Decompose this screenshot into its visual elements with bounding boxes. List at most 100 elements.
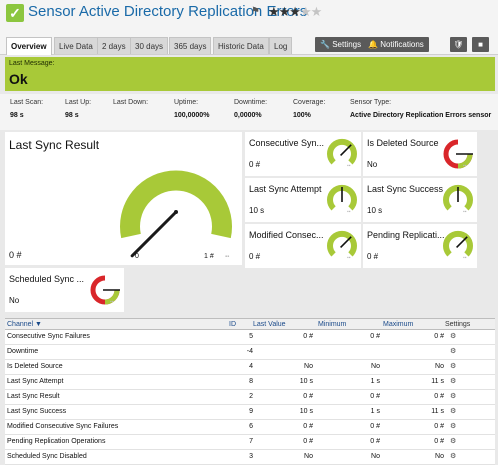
minimum-cell: 0 # xyxy=(370,423,380,430)
table-row[interactable]: Last Sync Attempt 8 10 s 1 s 11 s ⚙ xyxy=(5,375,495,390)
tab-bar: Overview Live Data 2 days 30 days 365 da… xyxy=(0,33,498,55)
gauge-panel-scheduled-sync[interactable]: Scheduled Sync ... No ▪▪ xyxy=(5,268,124,312)
minimum-cell: 1 s xyxy=(370,408,380,415)
gauge-options-icon[interactable]: ▪▪ xyxy=(110,299,114,305)
gauge-ok-arc xyxy=(104,289,120,305)
col-last-value[interactable]: Last Value xyxy=(253,321,286,328)
mini-gauge-dial xyxy=(443,230,473,257)
channel-settings-icon[interactable]: ⚙ xyxy=(450,363,457,370)
col-id[interactable]: ID xyxy=(229,321,236,328)
maximum-cell: 0 # xyxy=(434,333,444,340)
tab-365-days[interactable]: 365 days xyxy=(169,37,212,54)
gauge-options-icon[interactable]: ▪▪ xyxy=(463,163,467,169)
notifications-button[interactable]: 🔔 Notifications xyxy=(363,37,429,52)
sensor-name[interactable]: Active Directory Replication Errors xyxy=(78,3,308,20)
channel-cell: Last Sync Result xyxy=(7,393,60,400)
channel-settings-icon[interactable]: ⚙ xyxy=(450,378,457,385)
gauge-value: 0 # xyxy=(367,252,379,261)
table-row[interactable]: Modified Consecutive Sync Failures 6 0 # 0 … xyxy=(5,420,495,435)
tab-2-days[interactable]: 2 days xyxy=(97,37,131,54)
gauge-options-icon[interactable]: ▪▪ xyxy=(225,254,230,260)
gauge-min-label: 0 xyxy=(135,253,139,260)
channel-cell: Last Sync Attempt xyxy=(7,378,64,385)
info-key: Uptime: xyxy=(174,99,199,106)
table-row[interactable]: Consecutive Sync Failures 5 0 # 0 # 0 # ⚙ xyxy=(5,330,495,345)
gauge-value: No xyxy=(9,296,20,305)
gauge-title: Last Sync Success xyxy=(367,184,444,194)
channel-cell: Scheduled Sync Disabled xyxy=(7,453,87,460)
id-cell: 2 xyxy=(249,393,253,400)
gauge-value: 10 s xyxy=(249,206,265,215)
gauge-title: Scheduled Sync ... xyxy=(9,274,85,284)
gauge-title: Last Sync Result xyxy=(9,138,100,152)
settings-button[interactable]: 🔧 Settings xyxy=(315,37,367,52)
col-channel[interactable]: Channel ▼ xyxy=(7,321,42,328)
table-row[interactable]: Last Sync Result 2 0 # 0 # 0 # ⚙ xyxy=(5,390,495,405)
tab-overview[interactable]: Overview xyxy=(6,37,52,55)
channel-settings-icon[interactable]: ⚙ xyxy=(450,453,457,460)
bell-icon: 🔔 xyxy=(368,40,378,49)
page-title: Sensor Active Directory Replication Erro… xyxy=(28,3,307,20)
table-row[interactable]: Scheduled Sync Disabled 3 No No No ⚙ xyxy=(5,450,495,465)
gauge-needle xyxy=(456,236,468,248)
gauge-pivot xyxy=(174,210,178,214)
table-row[interactable]: Last Sync Success 9 10 s 1 s 11 s ⚙ xyxy=(5,405,495,420)
gauge-title: Pending Replicati... xyxy=(367,230,445,240)
gauge-panel-consecutive-sync[interactable]: Consecutive Syn... 0 # ▪▪ xyxy=(245,132,361,176)
tab-live-data[interactable]: Live Data xyxy=(54,37,98,54)
table-row[interactable]: Is Deleted Source 4 No No No ⚙ xyxy=(5,360,495,375)
last-value-cell: 0 # xyxy=(303,438,313,445)
info-value: Active Directory Replication Errors sens… xyxy=(350,112,492,119)
gauge-panel-last-sync-success[interactable]: Last Sync Success 10 s ▪▪ xyxy=(363,178,477,222)
channel-settings-icon[interactable]: ⚙ xyxy=(450,348,457,355)
table-row[interactable]: Pending Replication Operations 7 0 # 0 # 0 #… xyxy=(5,435,495,450)
tab-log[interactable]: Log xyxy=(269,37,293,54)
info-key: Sensor Type: xyxy=(350,99,392,106)
maximum-cell: 0 # xyxy=(434,423,444,430)
tab-historic-data[interactable]: Historic Data xyxy=(213,37,269,54)
status-ok-icon: ✓ xyxy=(6,4,24,22)
mini-gauge-dial xyxy=(327,230,357,257)
star-empty-icon[interactable]: ★★ xyxy=(299,4,322,19)
channel-settings-icon[interactable]: ⚙ xyxy=(450,423,457,430)
gauge-panel-pending-replication[interactable]: Pending Replicati... 0 # ▪▪ xyxy=(363,224,477,268)
info-coverage: Coverage: 100% xyxy=(293,99,325,119)
gauge-panel-modified-consecutive[interactable]: Modified Consec... 0 # ▪▪ xyxy=(245,224,361,268)
gauge-options-icon[interactable]: ▪▪ xyxy=(463,209,467,215)
col-maximum[interactable]: Maximum xyxy=(383,321,414,328)
gauge-arc xyxy=(327,230,357,257)
table-row[interactable]: Downtime -4 ⚙ xyxy=(5,345,495,360)
flag-icon[interactable]: ⚑ xyxy=(251,6,260,17)
col-minimum[interactable]: Minimum xyxy=(318,321,347,328)
gauge-arc xyxy=(327,138,357,165)
info-value: 0,0000% xyxy=(234,112,262,119)
channel-settings-icon[interactable]: ⚙ xyxy=(450,393,457,400)
pause-icon[interactable]: ■ xyxy=(472,37,489,52)
priority-stars[interactable]: ★★★★★ xyxy=(268,4,322,20)
gauge-options-icon[interactable]: ▪▪ xyxy=(347,255,351,261)
gauge-title: Last Sync Attempt xyxy=(249,184,322,194)
gauge-panel-last-sync-result[interactable]: Last Sync Result 0 # 0 1 # ▪▪ xyxy=(5,132,242,265)
shield-icon[interactable]: 🛡 xyxy=(450,37,467,52)
id-cell: 7 xyxy=(249,438,253,445)
id-cell: 9 xyxy=(249,408,253,415)
star-filled-icon[interactable]: ★★★ xyxy=(268,4,301,19)
id-cell: -4 xyxy=(246,348,253,355)
channel-settings-icon[interactable]: ⚙ xyxy=(450,438,457,445)
gauge-panel-last-sync-attempt[interactable]: Last Sync Attempt 10 s ▪▪ xyxy=(245,178,361,222)
gauge-ok-arc xyxy=(457,153,473,169)
maximum-cell: No xyxy=(435,453,444,460)
gauge-panel-is-deleted-source[interactable]: Is Deleted Source No ▪▪ xyxy=(363,132,477,176)
tab-30-days[interactable]: 30 days xyxy=(130,37,169,54)
gauge-gap xyxy=(457,139,473,155)
page-header: ✓ Sensor Active Directory Replication Er… xyxy=(0,0,498,33)
minimum-cell: 0 # xyxy=(370,438,380,445)
channel-cell: Last Sync Success xyxy=(7,408,67,415)
main-gauge-dial xyxy=(120,170,232,258)
gauge-options-icon[interactable]: ▪▪ xyxy=(347,163,351,169)
gauge-options-icon[interactable]: ▪▪ xyxy=(347,209,351,215)
gauge-options-icon[interactable]: ▪▪ xyxy=(463,255,467,261)
channel-settings-icon[interactable]: ⚙ xyxy=(450,408,457,415)
maximum-cell: 0 # xyxy=(434,438,444,445)
channel-settings-icon[interactable]: ⚙ xyxy=(450,333,457,340)
